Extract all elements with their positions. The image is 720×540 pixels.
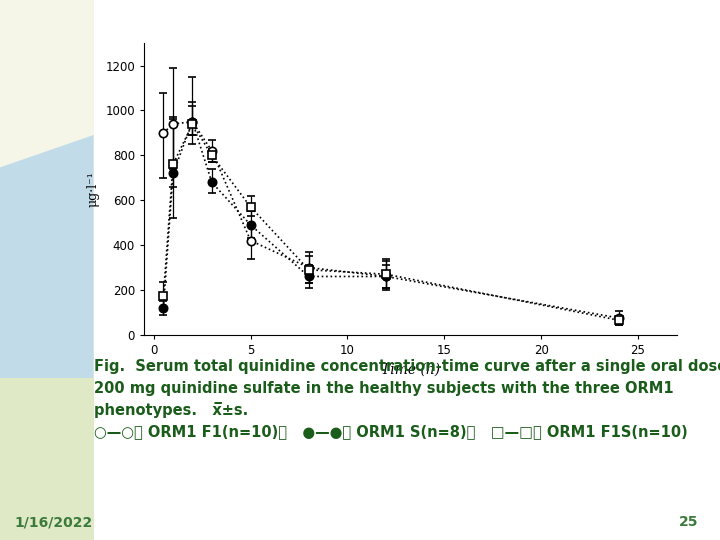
Text: ○—○： ORM1 F1(n=10)，   ●—●： ORM1 S(n=8)，   □—□： ORM1 F1S(n=10): ○—○： ORM1 F1(n=10)， ●—●： ORM1 S(n=8)， □—… [94,424,688,439]
Text: 25: 25 [679,515,698,529]
Text: Fig.  Serum total quinidine concentration-time curve after a single oral dose of: Fig. Serum total quinidine concentration… [94,359,720,374]
Text: phenotypes.   x̅±s.: phenotypes. x̅±s. [94,402,248,418]
Text: 1/16/2022: 1/16/2022 [14,515,93,529]
X-axis label: Time (h): Time (h) [381,362,440,376]
Polygon shape [0,135,94,378]
Y-axis label: μg·l⁻¹: μg·l⁻¹ [86,171,99,207]
Polygon shape [94,0,720,540]
Text: 200 mg quinidine sulfate in the healthy subjects with the three ORM1: 200 mg quinidine sulfate in the healthy … [94,381,673,396]
Polygon shape [0,378,94,540]
